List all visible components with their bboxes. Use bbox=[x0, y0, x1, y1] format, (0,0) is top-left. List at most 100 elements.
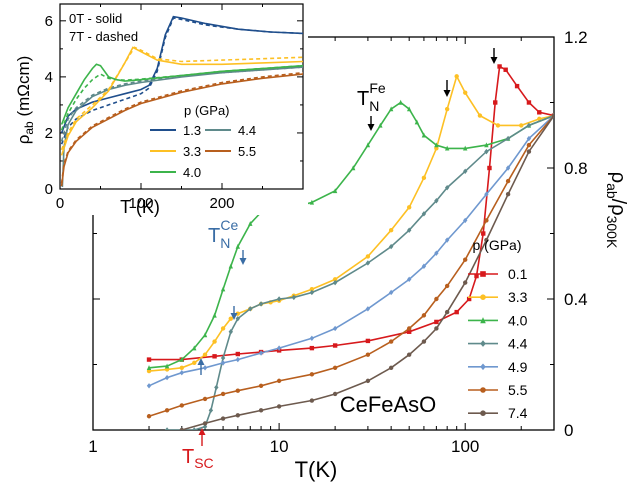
data-point bbox=[146, 414, 152, 419]
legend-entry-label: 0.1 bbox=[508, 266, 528, 282]
data-point bbox=[220, 355, 226, 361]
data-point bbox=[235, 351, 241, 357]
data-point bbox=[406, 329, 412, 334]
legend-swatch-marker bbox=[480, 340, 486, 347]
data-point bbox=[365, 142, 371, 148]
data-point bbox=[192, 427, 197, 430]
inset-dashed-3.3 bbox=[60, 46, 303, 151]
series-line-4.4 bbox=[167, 114, 554, 430]
tn-ce-sub: N bbox=[220, 235, 230, 251]
tn-fe-arrow-3.3 bbox=[443, 80, 451, 97]
data-point bbox=[406, 276, 412, 283]
data-point bbox=[365, 338, 371, 344]
data-point bbox=[505, 135, 511, 142]
tn-ce-label: TN Ce bbox=[208, 217, 238, 251]
inset-series-group bbox=[60, 15, 303, 187]
tsc-arrow-head bbox=[198, 428, 206, 435]
inset-legend-label: 5.5 bbox=[238, 144, 256, 159]
y-axis-label: ρab/ρ300K bbox=[604, 172, 629, 249]
data-point bbox=[434, 142, 439, 148]
data-point bbox=[235, 243, 241, 249]
data-point bbox=[481, 231, 486, 236]
data-point bbox=[454, 74, 459, 79]
data-point bbox=[309, 372, 315, 377]
inset-y-label-sub: ab bbox=[22, 121, 36, 135]
data-point bbox=[406, 326, 412, 331]
inset-dashed-4.0 bbox=[60, 64, 303, 131]
data-point bbox=[179, 356, 184, 362]
data-point bbox=[398, 99, 403, 105]
tn-fe-label: TN Fe bbox=[357, 80, 386, 114]
data-point bbox=[332, 391, 338, 397]
data-point bbox=[526, 100, 532, 105]
data-point bbox=[164, 427, 170, 430]
data-point bbox=[202, 352, 208, 357]
data-point bbox=[332, 188, 338, 194]
inset-legend: p (GPa) 1.3 4.4 3.3 5.5 4.0 bbox=[150, 103, 256, 180]
inset-legend-label: 3.3 bbox=[183, 144, 201, 159]
data-point bbox=[276, 345, 282, 351]
y-tick-label: 0 bbox=[564, 421, 573, 440]
tn-ce-arrow-3.3-head bbox=[230, 313, 238, 320]
data-point bbox=[276, 404, 282, 409]
data-point bbox=[537, 116, 542, 122]
x-tick-label: 100 bbox=[451, 437, 479, 456]
tn-fe-arrow-4.0 bbox=[367, 116, 375, 131]
data-point bbox=[235, 315, 241, 322]
inset-dashed-5.5 bbox=[60, 71, 303, 184]
inset-solid-4.0 bbox=[60, 63, 303, 125]
inset-y-tick-label: 2 bbox=[45, 125, 53, 142]
data-point bbox=[434, 319, 439, 325]
data-point bbox=[214, 384, 219, 391]
data-point bbox=[497, 64, 502, 69]
data-point bbox=[526, 149, 532, 154]
legend-entry-label: 4.0 bbox=[508, 312, 528, 328]
legend-swatch-marker bbox=[480, 410, 486, 417]
data-point bbox=[179, 403, 184, 408]
data-point bbox=[484, 191, 489, 197]
data-point bbox=[291, 294, 297, 301]
data-point bbox=[388, 365, 394, 370]
data-point bbox=[406, 106, 412, 112]
data-point bbox=[463, 145, 468, 151]
inset-note-dashed: 7T - dashed bbox=[69, 29, 138, 44]
data-point bbox=[309, 199, 315, 205]
data-point bbox=[463, 168, 468, 174]
data-point bbox=[248, 220, 253, 226]
data-point bbox=[164, 408, 170, 413]
data-point bbox=[258, 408, 264, 413]
inset-x-tick-label: 0 bbox=[56, 195, 64, 212]
data-point bbox=[388, 289, 394, 296]
data-point bbox=[406, 352, 412, 357]
data-point bbox=[505, 165, 511, 171]
data-point bbox=[235, 356, 241, 363]
x-tick-label: 1 bbox=[88, 437, 97, 456]
data-point bbox=[526, 142, 532, 148]
series-line-4.0 bbox=[148, 101, 554, 369]
data-point bbox=[146, 383, 152, 389]
data-point bbox=[444, 106, 450, 112]
data-point bbox=[212, 354, 217, 359]
data-point bbox=[179, 369, 184, 376]
data-point bbox=[421, 211, 427, 217]
data-point bbox=[388, 106, 394, 112]
data-point bbox=[537, 110, 542, 115]
legend-swatch-marker bbox=[480, 387, 486, 393]
data-point bbox=[434, 250, 439, 256]
tn-fe-sup: Fe bbox=[369, 80, 386, 96]
data-point bbox=[444, 184, 450, 191]
data-point bbox=[463, 257, 468, 262]
inset-legend-label: 4.4 bbox=[238, 123, 256, 138]
data-point bbox=[258, 301, 264, 307]
data-point bbox=[487, 165, 492, 171]
data-point bbox=[505, 192, 511, 197]
legend-swatch-marker bbox=[480, 294, 486, 301]
data-point bbox=[484, 218, 489, 223]
y-axis-label-sub2: 300K bbox=[604, 216, 620, 249]
data-point bbox=[220, 416, 226, 421]
data-point bbox=[365, 378, 371, 384]
data-point bbox=[332, 277, 338, 282]
data-point bbox=[421, 132, 427, 138]
data-point bbox=[220, 360, 226, 366]
data-point bbox=[434, 198, 439, 204]
